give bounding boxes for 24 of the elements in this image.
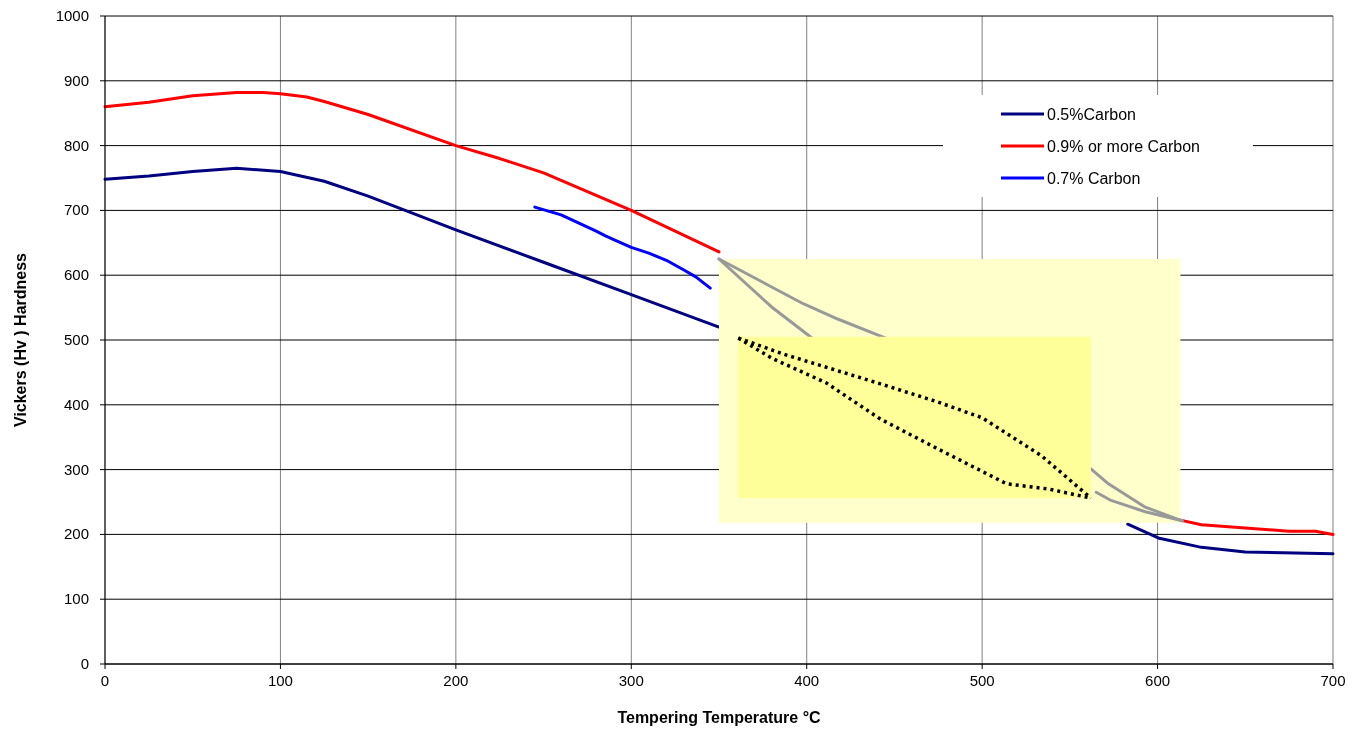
y-tick-label: 0 xyxy=(80,655,89,672)
x-tick-label: 500 xyxy=(969,672,995,689)
y-tick-label: 600 xyxy=(63,266,89,284)
x-tick-label: 400 xyxy=(794,672,820,689)
legend-label: 0.9% or more Carbon xyxy=(1047,138,1200,155)
y-tick-label: 900 xyxy=(63,71,89,89)
x-axis-title: Tempering Temperature °C xyxy=(617,709,822,726)
legend-label: 0.5%Carbon xyxy=(1047,106,1136,123)
legend-label: 0.7% Carbon xyxy=(1047,170,1141,187)
x-tick-label: 300 xyxy=(618,672,644,689)
y-tick-label: 200 xyxy=(63,525,89,543)
y-tick-label: 700 xyxy=(63,201,89,219)
y-tick-label: 400 xyxy=(63,395,89,413)
x-tick-label: 700 xyxy=(1320,672,1346,689)
y-tick-label: 500 xyxy=(63,331,89,348)
x-tick-label: 200 xyxy=(443,672,469,689)
x-tick-label: 100 xyxy=(267,672,293,689)
y-tick-label: 1000 xyxy=(55,7,89,24)
y-tick-label: 300 xyxy=(63,460,89,478)
y-tick-label: 800 xyxy=(63,136,89,154)
y-axis-title: Vickers (Hv ) Hardness xyxy=(12,252,29,428)
x-tick-label: 0 xyxy=(100,672,110,689)
x-tick-label: 600 xyxy=(1145,672,1171,689)
y-tick-label: 100 xyxy=(63,590,89,608)
